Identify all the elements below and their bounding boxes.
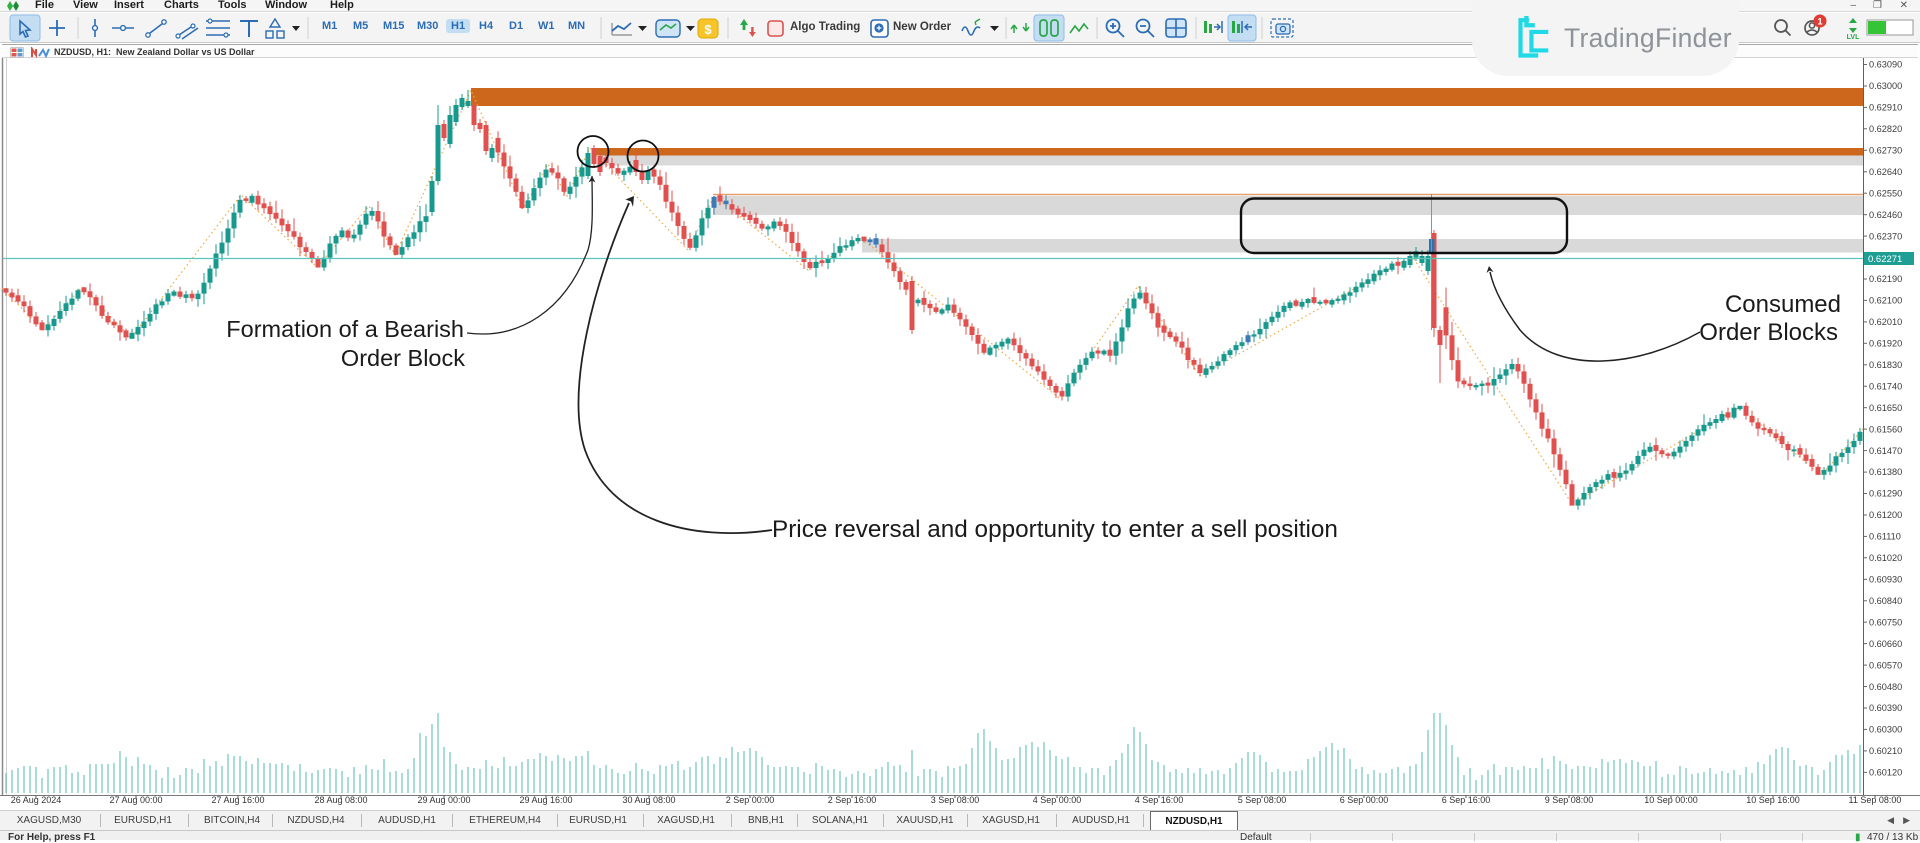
svg-text:0.62190: 0.62190 [1869, 274, 1902, 284]
svg-text:9 Sep 08:00: 9 Sep 08:00 [1545, 795, 1594, 805]
svg-text:4 Sep 00:00: 4 Sep 00:00 [1033, 795, 1082, 805]
svg-text:0.62460: 0.62460 [1869, 210, 1902, 220]
svg-text:0.60660: 0.60660 [1869, 639, 1902, 649]
svg-text:Order Block: Order Block [341, 345, 465, 371]
svg-text:29 Aug 00:00: 29 Aug 00:00 [417, 795, 470, 805]
svg-text:0.60390: 0.60390 [1869, 703, 1902, 713]
svg-text:0.60840: 0.60840 [1869, 596, 1902, 606]
svg-text:2 Sep 16:00: 2 Sep 16:00 [828, 795, 877, 805]
svg-text:6 Sep 00:00: 6 Sep 00:00 [1340, 795, 1389, 805]
svg-text:0.61920: 0.61920 [1869, 339, 1902, 349]
svg-text:0.62100: 0.62100 [1869, 296, 1902, 306]
svg-text:0.62910: 0.62910 [1869, 103, 1902, 113]
svg-text:29 Aug 16:00: 29 Aug 16:00 [519, 795, 572, 805]
svg-text:26 Aug 2024: 26 Aug 2024 [11, 795, 62, 805]
svg-text:0.61200: 0.61200 [1869, 510, 1902, 520]
svg-text:27 Aug 00:00: 27 Aug 00:00 [109, 795, 162, 805]
svg-text:27 Aug 16:00: 27 Aug 16:00 [211, 795, 264, 805]
svg-text:0.60930: 0.60930 [1869, 575, 1902, 585]
svg-text:1: 1 [1817, 16, 1823, 27]
svg-text:30 Aug 08:00: 30 Aug 08:00 [622, 795, 675, 805]
svg-text:2 Sep 00:00: 2 Sep 00:00 [726, 795, 775, 805]
svg-text:5 Sep 08:00: 5 Sep 08:00 [1238, 795, 1287, 805]
svg-text:Price reversal and opportunity: Price reversal and opportunity to enter … [772, 516, 1338, 543]
svg-text:0.63090: 0.63090 [1869, 60, 1902, 70]
svg-text:Formation of a Bearish: Formation of a Bearish [226, 316, 464, 342]
svg-text:Consumed: Consumed [1725, 291, 1841, 318]
svg-text:0.60210: 0.60210 [1869, 746, 1902, 756]
svg-text:6 Sep 16:00: 6 Sep 16:00 [1442, 795, 1491, 805]
svg-text:10 Sep 00:00: 10 Sep 00:00 [1644, 795, 1698, 805]
svg-text:0.61380: 0.61380 [1869, 467, 1902, 477]
svg-text:4 Sep 16:00: 4 Sep 16:00 [1135, 795, 1184, 805]
svg-text:Order Blocks: Order Blocks [1699, 319, 1838, 346]
svg-text:0.61830: 0.61830 [1869, 360, 1902, 370]
svg-text:0.61110: 0.61110 [1869, 532, 1901, 542]
svg-text:0.62010: 0.62010 [1869, 317, 1902, 327]
svg-text:LVL: LVL [1847, 34, 1860, 41]
svg-text:0.61560: 0.61560 [1869, 424, 1902, 434]
svg-text:0.62640: 0.62640 [1869, 167, 1902, 177]
svg-text:0.61470: 0.61470 [1869, 446, 1902, 456]
svg-text:0.62370: 0.62370 [1869, 231, 1902, 241]
svg-text:0.60120: 0.60120 [1869, 768, 1902, 778]
svg-text:0.62550: 0.62550 [1869, 188, 1902, 198]
svg-text:28 Aug 08:00: 28 Aug 08:00 [314, 795, 367, 805]
svg-text:0.60750: 0.60750 [1869, 617, 1902, 627]
svg-text:0.62271: 0.62271 [1868, 254, 1902, 265]
svg-text:0.60480: 0.60480 [1869, 682, 1902, 692]
svg-text:$: $ [704, 22, 712, 37]
svg-text:11 Sep 08:00: 11 Sep 08:00 [1849, 795, 1902, 805]
svg-text:3 Sep 08:00: 3 Sep 08:00 [931, 795, 980, 805]
svg-text:0.61020: 0.61020 [1869, 553, 1902, 563]
svg-text:0.61740: 0.61740 [1869, 381, 1902, 391]
svg-text:0.61290: 0.61290 [1869, 489, 1902, 499]
svg-text:0.61650: 0.61650 [1869, 403, 1902, 413]
svg-text:0.60300: 0.60300 [1869, 725, 1902, 735]
svg-text:0.62730: 0.62730 [1869, 146, 1902, 156]
svg-text:0.63000: 0.63000 [1869, 81, 1902, 91]
svg-text:10 Sep 16:00: 10 Sep 16:00 [1746, 795, 1800, 805]
svg-text:0.60570: 0.60570 [1869, 660, 1902, 670]
svg-text:0.62820: 0.62820 [1869, 124, 1902, 134]
